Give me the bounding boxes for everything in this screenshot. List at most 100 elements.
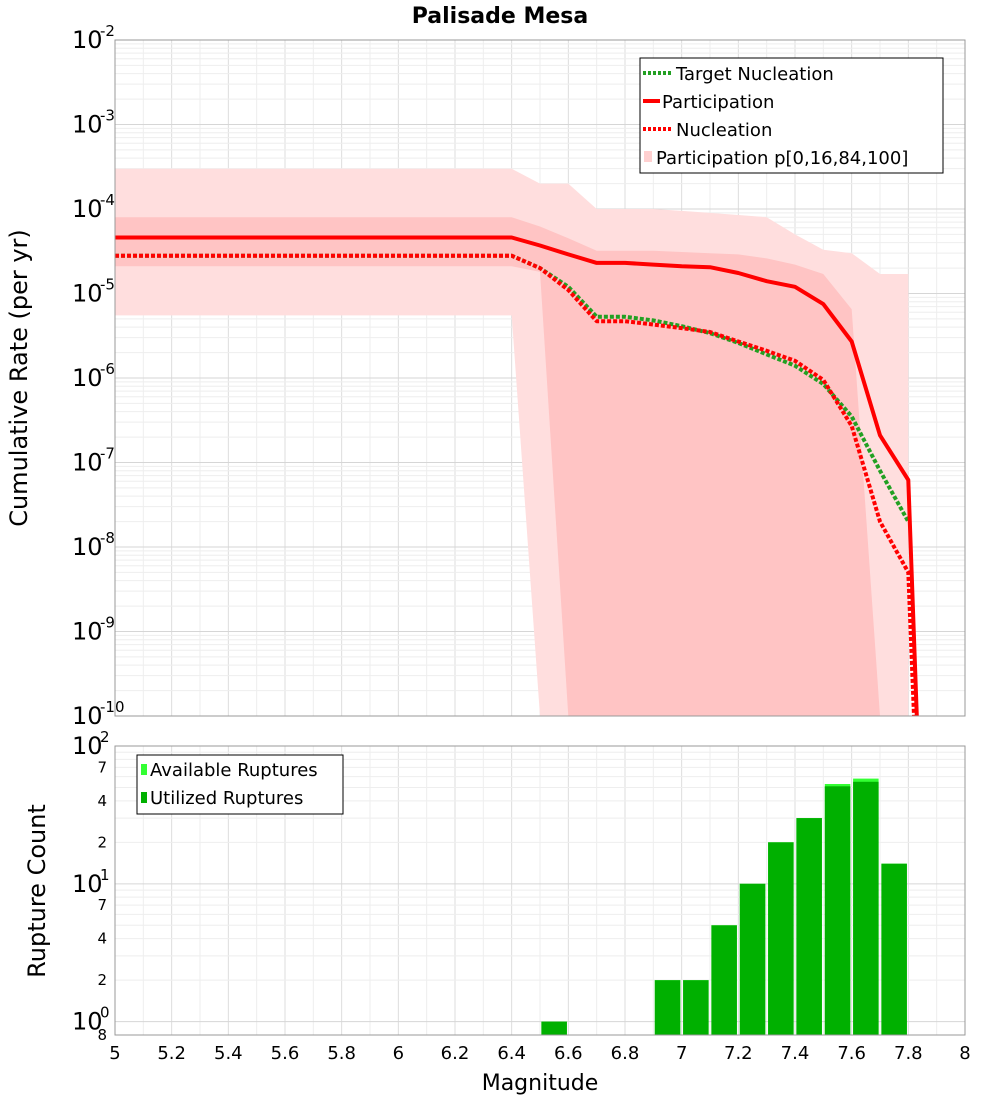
x-tick-label: 7.4 [781, 1043, 810, 1064]
bottom-y-minor-tick: 4 [97, 930, 107, 948]
bottom-y-minor-tick: 2 [97, 833, 107, 851]
top-y-tick: 10-2 [72, 22, 115, 54]
top-y-tick: 10-5 [72, 276, 115, 308]
bottom-y-tick-exp: 2 [100, 728, 110, 746]
bottom-y-minor-tick: 2 [97, 971, 107, 989]
utilized-bar [824, 786, 851, 1035]
bottom-y-minor-tick: 7 [97, 896, 107, 914]
utilized-bar [654, 980, 681, 1035]
top-bands [115, 168, 909, 716]
top-y-tick-base: 10 [72, 195, 103, 223]
bottom-legend: Available Ruptures Utilized Ruptures [136, 754, 344, 815]
utilized-bar [739, 883, 766, 1035]
top-legend-box [639, 57, 944, 174]
x-tick-label: 6.2 [441, 1043, 470, 1064]
x-tick-label: 6.6 [554, 1043, 583, 1064]
top-plot-frame [114, 39, 966, 717]
legend-label-participation-band: Participation p[0,16,84,100] [656, 148, 908, 169]
legend-label-participation: Participation [662, 92, 774, 113]
top-y-tick-base: 10 [72, 111, 103, 139]
bottom-y-minor-tick: 4 [97, 792, 107, 810]
bottom-legend-box [136, 754, 344, 815]
top-y-tick-exp: -4 [100, 191, 115, 209]
bottom-y-tick: 102 [72, 728, 110, 760]
legend-swatch-utilized [141, 792, 147, 803]
top-y-tick: 10-9 [72, 614, 115, 646]
top-legend: Target Nucleation Participation Nucleati… [639, 57, 944, 174]
bottom-y-axis-label: Rupture Count [23, 804, 51, 978]
top-y-tick-base: 10 [72, 280, 103, 308]
x-tick-label: 5 [109, 1043, 120, 1064]
bottom-y-tick: 101 [72, 866, 110, 898]
x-tick-label: 7.6 [837, 1043, 866, 1064]
bottom-y-tick-base: 10 [72, 870, 103, 898]
legend-label-utilized: Utilized Ruptures [150, 788, 303, 809]
x-tick-label: 5.4 [214, 1043, 243, 1064]
bottom-y-tick-base: 10 [72, 1008, 103, 1036]
top-y-axis-label: Cumulative Rate (per yr) [5, 229, 33, 527]
x-axis-label: Magnitude [482, 1071, 599, 1096]
x-tick-label: 8 [959, 1043, 970, 1064]
x-tick-label: 6.4 [497, 1043, 526, 1064]
bottom-bars [541, 778, 907, 1035]
x-tick-label: 6.8 [611, 1043, 640, 1064]
x-tick-label: 5.2 [157, 1043, 186, 1064]
bottom-y-tick-base: 10 [72, 732, 103, 760]
x-tick-label: 5.8 [327, 1043, 356, 1064]
band-1 [115, 217, 880, 716]
x-tick-label: 7.8 [894, 1043, 923, 1064]
top-y-tick-exp: -8 [100, 529, 115, 547]
top-lines [115, 235, 919, 717]
top-y-tick: 10-10 [72, 698, 125, 730]
x-tick-label: 7 [676, 1043, 687, 1064]
top-y-tick-exp: -2 [100, 22, 115, 40]
legend-label-target-nucleation: Target Nucleation [675, 64, 834, 85]
bottom-plot-frame [114, 745, 966, 1036]
legend-swatch-participation-band [644, 151, 652, 162]
chart-title: Palisade Mesa [412, 4, 588, 29]
utilized-bar [853, 781, 879, 1035]
x-tick-label: 6 [393, 1043, 404, 1064]
top-y-tick-base: 10 [72, 26, 103, 54]
top-y-tick-exp: -5 [100, 276, 115, 294]
top-y-tick-base: 10 [72, 449, 103, 477]
top-y-tick-exp: -6 [100, 360, 115, 378]
bottom-y-minor-tick: 8 [97, 1026, 107, 1044]
top-y-tick-exp: -9 [100, 614, 115, 632]
utilized-bar [711, 925, 737, 1035]
x-tick-label: 5.6 [271, 1043, 300, 1064]
x-tick-label: 7.2 [724, 1043, 753, 1064]
utilized-bar [768, 842, 794, 1035]
legend-label-available: Available Ruptures [150, 760, 318, 781]
series-line-1 [115, 235, 919, 717]
top-y-tick-base: 10 [72, 702, 103, 730]
top-y-tick-base: 10 [72, 364, 103, 392]
bottom-y-tick-exp: 0 [100, 1004, 110, 1022]
top-y-tick-base: 10 [72, 533, 103, 561]
top-y-tick: 10-4 [72, 191, 115, 223]
bottom-y-tick-exp: 1 [100, 866, 110, 884]
legend-swatch-available [141, 764, 147, 775]
top-y-tick-exp: -10 [100, 698, 125, 716]
bottom-y-tick: 100 [72, 1004, 110, 1036]
series-line-2 [115, 253, 916, 717]
bottom-x-tick-labels: 5 5.2 5.4 5.6 5.8 6 6.2 6.4 6.6 6.8 7 7.2 7.4 7.6 7.8 8 [109, 1043, 970, 1064]
top-y-tick-base: 10 [72, 618, 103, 646]
utilized-bar [796, 818, 822, 1035]
utilized-bar [541, 1021, 567, 1035]
bottom-y-minor-tick: 7 [97, 758, 107, 776]
top-y-tick: 10-3 [72, 107, 115, 139]
utilized-bar [881, 863, 907, 1035]
top-y-tick: 10-8 [72, 529, 115, 561]
top-y-tick: 10-6 [72, 360, 115, 392]
legend-label-nucleation: Nucleation [676, 120, 772, 141]
top-y-tick-exp: -7 [100, 445, 115, 463]
utilized-bar [683, 980, 709, 1035]
top-y-tick: 10-7 [72, 445, 115, 477]
top-y-tick-exp: -3 [100, 107, 115, 125]
